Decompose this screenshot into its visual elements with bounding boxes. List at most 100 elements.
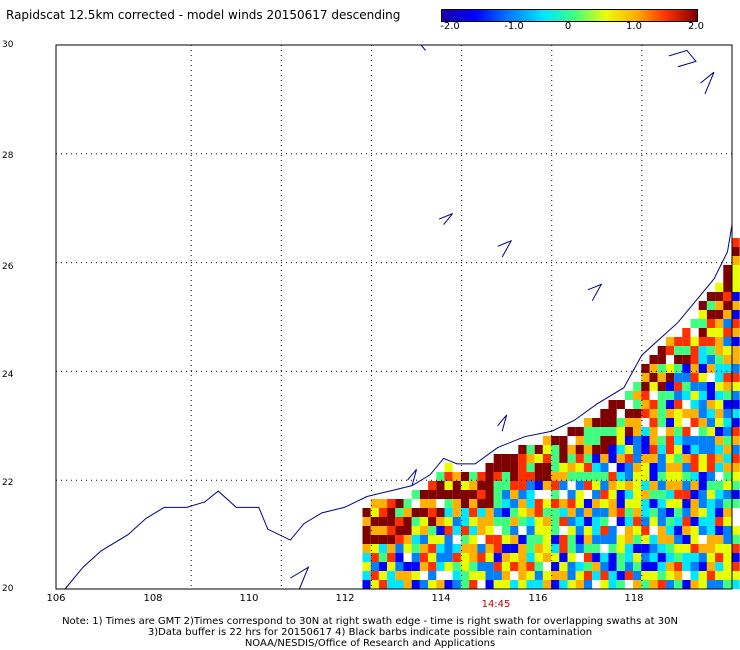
wind-cell (706, 391, 716, 400)
wind-cell (690, 445, 699, 454)
wind-cell (526, 472, 535, 481)
wind-cell (395, 571, 404, 580)
wind-cell (723, 472, 732, 481)
wind-cell (682, 544, 691, 553)
wind-cell (518, 445, 527, 454)
wind-cell (706, 553, 716, 562)
wind-cell (657, 391, 666, 400)
wind-cell (542, 526, 552, 535)
wind-cell (723, 517, 732, 526)
wind-cell (649, 373, 658, 382)
wind-cell (690, 391, 699, 400)
wind-cell (460, 499, 470, 508)
wind-cell (649, 472, 658, 481)
wind-cell (608, 454, 617, 463)
wind-cell (723, 328, 732, 337)
lon-label: 106 (46, 593, 66, 604)
wind-cell (542, 463, 552, 472)
wind-cell (682, 517, 691, 526)
wind-cell (362, 571, 371, 580)
wind-cell (731, 328, 740, 337)
wind-cell (723, 337, 732, 346)
wind-cell (723, 553, 732, 562)
wind-cell (559, 499, 568, 508)
wind-cell (534, 481, 543, 490)
wind-cell (633, 553, 642, 562)
wind-cell (665, 580, 675, 589)
wind-cell (411, 490, 420, 499)
wind-cell (665, 544, 675, 553)
wind-cell (428, 535, 437, 544)
wind-cell (526, 481, 535, 490)
lat-label: 26 (2, 262, 14, 272)
lat-label: 24 (2, 370, 14, 380)
wind-cell (436, 508, 445, 517)
wind-cell (378, 517, 388, 526)
wind-cell (460, 517, 470, 526)
wind-cell (633, 427, 642, 436)
wind-cell (674, 427, 683, 436)
wind-cell (690, 319, 699, 328)
wind-cell (698, 526, 707, 535)
wind-cell (518, 490, 527, 499)
wind-cell (526, 580, 535, 589)
wind-cell (682, 409, 691, 418)
wind-cell (624, 526, 634, 535)
wind-cell (641, 526, 650, 535)
wind-cell (706, 445, 716, 454)
wind-cell (518, 454, 527, 463)
wind-cell (715, 355, 724, 364)
wind-cell (674, 445, 683, 454)
wind-cell (452, 562, 461, 571)
wind-cell (665, 535, 675, 544)
wind-cell (592, 445, 601, 454)
wind-cell (674, 391, 683, 400)
wind-cell (518, 508, 527, 517)
wind-cell (731, 382, 740, 391)
island-outline (497, 239, 513, 258)
wind-cell (633, 436, 642, 445)
wind-cell (452, 490, 461, 499)
wind-cell (411, 526, 420, 535)
wind-cell (403, 562, 412, 571)
colorbar-tick: -1.0 (504, 21, 524, 32)
wind-cell (706, 409, 716, 418)
wind-cell (534, 571, 543, 580)
wind-cell (682, 445, 691, 454)
wind-cell (723, 463, 732, 472)
wind-cell (518, 517, 527, 526)
wind-cell (690, 454, 699, 463)
wind-cell (731, 310, 740, 319)
wind-cell (493, 481, 502, 490)
lon-label: 112 (335, 593, 355, 604)
wind-cell (542, 544, 552, 553)
wind-cell (674, 535, 683, 544)
wind-cell (723, 490, 732, 499)
wind-cell (362, 508, 371, 517)
wind-cell (534, 499, 543, 508)
wind-cell (641, 535, 650, 544)
wind-cell (362, 553, 371, 562)
wind-cell (493, 490, 502, 499)
island-outline (420, 44, 426, 51)
wind-cell (706, 526, 716, 535)
wind-cell (665, 562, 675, 571)
wind-cell (526, 535, 535, 544)
wind-cell (682, 580, 691, 589)
wind-cell (559, 553, 568, 562)
wind-cell (460, 526, 470, 535)
wind-cell (633, 508, 642, 517)
wind-cell (690, 364, 699, 373)
wind-cell (657, 373, 666, 382)
wind-cell (674, 481, 683, 490)
wind-cell (616, 445, 625, 454)
wind-cell (428, 490, 437, 499)
wind-cell (624, 490, 634, 499)
wind-cell (370, 499, 379, 508)
wind-cell (583, 499, 593, 508)
wind-cell (690, 400, 699, 409)
wind-cell (723, 283, 732, 292)
wind-cell (419, 553, 429, 562)
wind-cell (633, 391, 642, 400)
wind-cell (723, 310, 732, 319)
